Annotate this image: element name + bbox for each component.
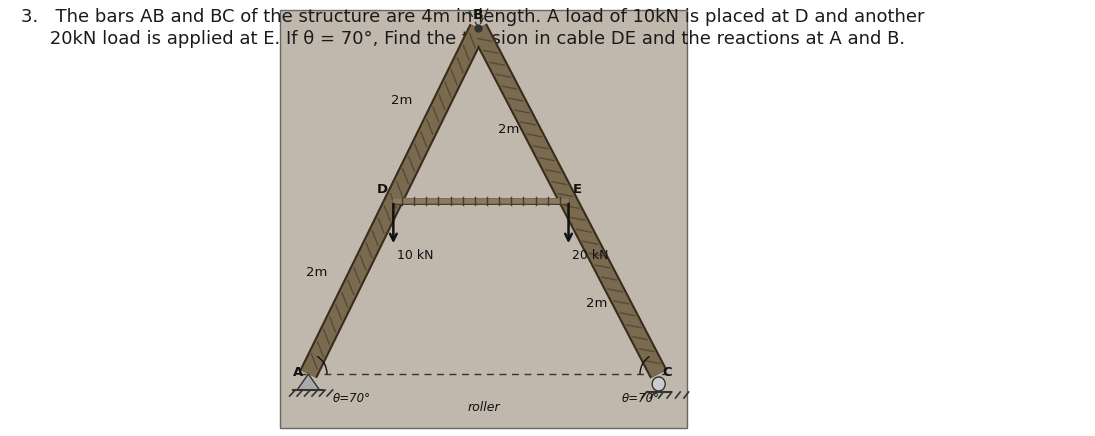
Text: 2m: 2m xyxy=(391,94,413,107)
Text: roller: roller xyxy=(468,401,499,414)
Text: 3.   The bars AB and BC of the structure are 4m in length. A load of 10kN is pla: 3. The bars AB and BC of the structure a… xyxy=(21,8,924,26)
Text: 2m: 2m xyxy=(586,296,608,310)
Text: B: B xyxy=(473,8,484,22)
Text: 20 kN: 20 kN xyxy=(573,249,609,262)
Text: θ=70°: θ=70° xyxy=(621,392,659,405)
Text: 10 kN: 10 kN xyxy=(397,249,434,262)
Text: θ=70°: θ=70° xyxy=(333,392,370,405)
Bar xyxy=(280,10,687,428)
Text: D: D xyxy=(377,183,388,196)
Text: 2m: 2m xyxy=(497,123,519,136)
Text: C: C xyxy=(662,365,672,378)
Text: 2m: 2m xyxy=(307,266,327,279)
Text: A: A xyxy=(292,365,302,378)
Circle shape xyxy=(653,377,666,391)
Text: E: E xyxy=(573,183,581,196)
Polygon shape xyxy=(297,374,320,390)
Text: 20kN load is applied at E. If θ = 70°, Find the tension in cable DE and the reac: 20kN load is applied at E. If θ = 70°, F… xyxy=(21,30,904,48)
